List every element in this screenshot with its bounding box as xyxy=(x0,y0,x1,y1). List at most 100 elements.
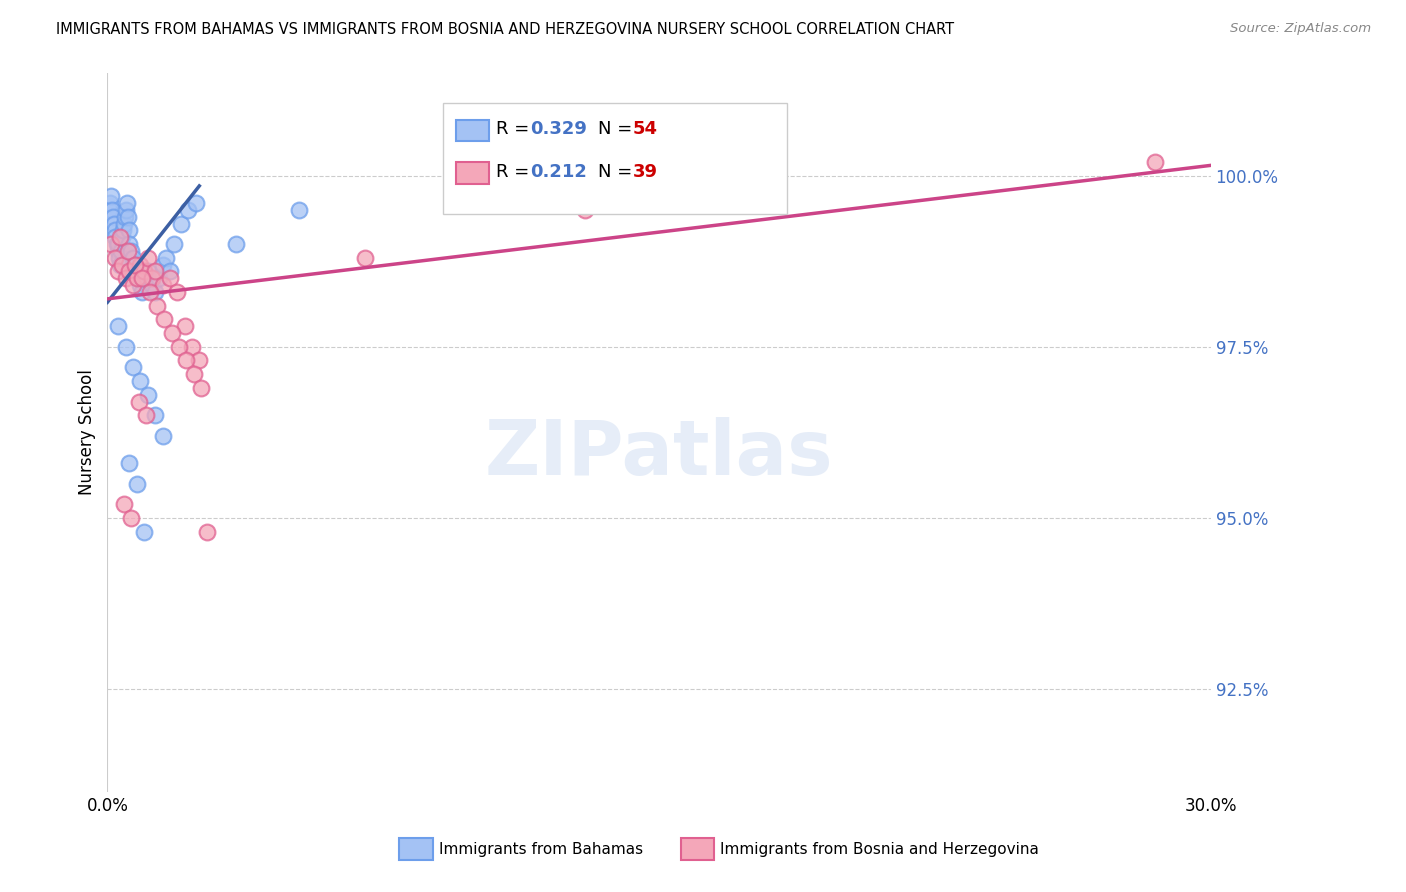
Point xyxy=(129,258,152,272)
Point xyxy=(111,258,134,272)
Point xyxy=(98,202,121,217)
Point xyxy=(136,387,159,401)
Point xyxy=(125,271,148,285)
Point xyxy=(184,196,207,211)
Point xyxy=(107,244,129,258)
Text: N =: N = xyxy=(598,163,637,181)
Point xyxy=(152,429,174,443)
Point xyxy=(353,251,375,265)
Point xyxy=(112,497,135,511)
Text: N =: N = xyxy=(598,120,637,138)
Point xyxy=(287,202,309,217)
Point xyxy=(110,258,132,272)
Text: ZIPatlas: ZIPatlas xyxy=(485,417,834,491)
Text: 0.212: 0.212 xyxy=(530,163,586,181)
Point xyxy=(118,456,141,470)
Point xyxy=(141,271,163,285)
Text: 54: 54 xyxy=(633,120,658,138)
Point xyxy=(117,244,139,258)
Text: IMMIGRANTS FROM BAHAMAS VS IMMIGRANTS FROM BOSNIA AND HERZEGOVINA NURSERY SCHOOL: IMMIGRANTS FROM BAHAMAS VS IMMIGRANTS FR… xyxy=(56,22,955,37)
Point xyxy=(177,202,200,217)
Point xyxy=(118,237,141,252)
Point xyxy=(134,524,156,539)
Point xyxy=(134,271,156,285)
Point xyxy=(225,237,247,252)
Point xyxy=(159,271,181,285)
Text: R =: R = xyxy=(496,163,536,181)
Text: R =: R = xyxy=(496,120,536,138)
Point xyxy=(100,189,122,203)
Y-axis label: Nursery School: Nursery School xyxy=(79,369,96,495)
Point xyxy=(146,299,169,313)
Point xyxy=(190,381,212,395)
Point xyxy=(574,202,596,217)
Point xyxy=(166,285,188,299)
Point xyxy=(125,264,148,278)
Point xyxy=(134,264,156,278)
Point xyxy=(136,251,159,265)
Point xyxy=(143,264,166,278)
Text: Source: ZipAtlas.com: Source: ZipAtlas.com xyxy=(1230,22,1371,36)
Point xyxy=(152,258,174,272)
Text: Immigrants from Bosnia and Herzegovina: Immigrants from Bosnia and Herzegovina xyxy=(720,842,1039,856)
Point xyxy=(111,223,134,237)
Point xyxy=(129,278,152,293)
Point xyxy=(181,340,204,354)
Point xyxy=(110,230,132,244)
Point xyxy=(122,251,145,265)
Point xyxy=(103,217,125,231)
Point xyxy=(122,360,145,375)
Point xyxy=(104,223,127,237)
Point xyxy=(162,237,184,252)
Point xyxy=(114,271,136,285)
Point xyxy=(153,312,176,326)
Point xyxy=(143,409,166,423)
Point xyxy=(155,251,177,265)
Point xyxy=(114,202,136,217)
Point xyxy=(167,340,190,354)
Point xyxy=(105,237,128,252)
Point xyxy=(107,319,129,334)
Point xyxy=(120,511,142,525)
Point xyxy=(101,202,124,217)
Point xyxy=(118,264,141,278)
Point xyxy=(124,258,146,272)
Point xyxy=(170,217,193,231)
Text: 39: 39 xyxy=(633,163,658,181)
Point xyxy=(138,285,160,299)
Point xyxy=(173,319,195,334)
Point xyxy=(152,278,174,293)
Point xyxy=(160,326,183,340)
Point xyxy=(125,476,148,491)
Point xyxy=(128,394,150,409)
Text: 0.329: 0.329 xyxy=(530,120,586,138)
Point xyxy=(100,237,122,252)
Point xyxy=(104,230,127,244)
Point xyxy=(148,271,170,285)
Point xyxy=(110,244,132,258)
Point xyxy=(195,524,218,539)
Point xyxy=(129,374,152,388)
Point xyxy=(114,340,136,354)
Point xyxy=(98,196,121,211)
Point xyxy=(124,258,146,272)
Point xyxy=(107,264,129,278)
Point xyxy=(136,264,159,278)
Point xyxy=(101,210,124,224)
Point xyxy=(108,251,131,265)
Point xyxy=(111,230,134,244)
Point xyxy=(141,278,163,293)
Text: Immigrants from Bahamas: Immigrants from Bahamas xyxy=(439,842,643,856)
Point xyxy=(135,409,157,423)
Point xyxy=(128,271,150,285)
Point xyxy=(104,251,127,265)
Point xyxy=(1144,155,1167,169)
Point xyxy=(122,278,145,293)
Point xyxy=(115,196,138,211)
Point xyxy=(112,217,135,231)
Point xyxy=(107,237,129,252)
Point xyxy=(131,285,153,299)
Point xyxy=(118,223,141,237)
Point xyxy=(117,210,139,224)
Point xyxy=(159,264,181,278)
